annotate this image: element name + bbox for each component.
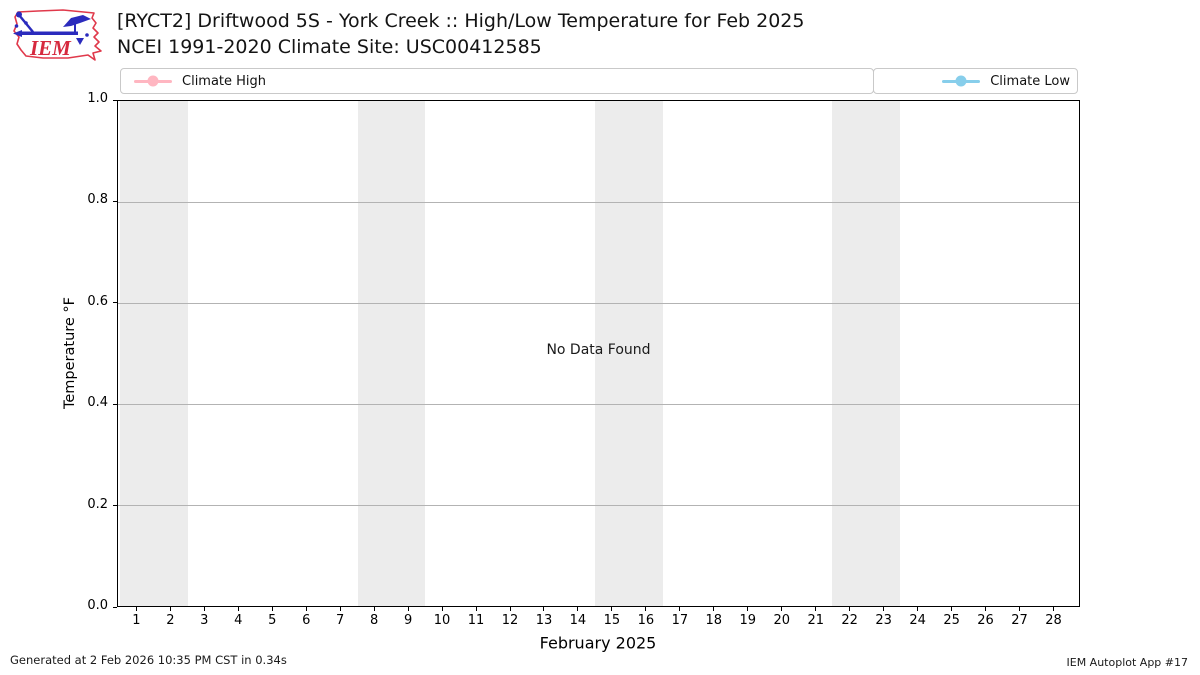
x-tick-label: 9 <box>403 613 413 628</box>
x-tick-mark <box>1019 607 1021 611</box>
x-tick-label: 23 <box>875 613 892 628</box>
x-tick-mark <box>815 607 817 611</box>
x-tick-mark <box>747 607 749 611</box>
x-tick-mark <box>543 607 545 611</box>
legend-climate-high: Climate High <box>120 68 874 94</box>
climate-high-marker <box>134 75 172 87</box>
y-tick-label: 0.4 <box>87 395 108 411</box>
x-tick-label: 14 <box>569 613 587 628</box>
x-tick-mark <box>237 607 239 611</box>
x-tick-mark <box>271 607 273 611</box>
x-tick-mark <box>951 607 953 611</box>
x-tick-mark <box>781 607 783 611</box>
x-tick-label: 26 <box>977 613 994 628</box>
x-tick-mark <box>577 607 579 611</box>
x-tick-label: 17 <box>671 613 689 628</box>
y-tick-mark <box>113 200 117 202</box>
x-tick-mark <box>849 607 851 611</box>
chart-title: [RYCT2] Driftwood 5S - York Creek :: Hig… <box>117 10 805 32</box>
y-gridline <box>118 404 1079 405</box>
x-tick-label: 16 <box>637 613 655 628</box>
x-tick-mark <box>917 607 919 611</box>
x-tick-mark <box>339 607 341 611</box>
x-tick-label: 19 <box>739 613 757 628</box>
y-tick-label: 1.0 <box>87 91 108 106</box>
x-axis-title: February 2025 <box>539 633 657 653</box>
weekend-band <box>120 101 189 606</box>
climate-low-marker <box>942 75 981 87</box>
weekend-band <box>594 101 663 606</box>
x-tick-label: 10 <box>433 613 451 628</box>
legend-climate-low: Climate Low <box>873 68 1078 94</box>
x-tick-label: 18 <box>705 613 723 628</box>
x-tick-mark <box>441 607 443 611</box>
x-tick-label: 6 <box>302 613 311 628</box>
x-tick-mark <box>883 607 885 611</box>
x-tick-label: 13 <box>535 613 553 628</box>
iem-logo: IEM <box>13 9 102 61</box>
y-tick-mark <box>113 606 117 608</box>
y-gridline <box>118 202 1079 203</box>
x-tick-label: 28 <box>1045 613 1062 628</box>
x-tick-label: 22 <box>841 613 858 628</box>
generated-timestamp: Generated at 2 Feb 2026 10:35 PM CST in … <box>10 653 287 667</box>
x-tick-mark <box>645 607 647 611</box>
y-tick-mark <box>113 403 117 405</box>
x-tick-label: 25 <box>943 613 960 628</box>
x-tick-mark <box>203 607 205 611</box>
chart-subtitle: NCEI 1991-2020 Climate Site: USC00412585 <box>117 36 542 58</box>
x-tick-mark <box>679 607 681 611</box>
x-tick-mark <box>611 607 613 611</box>
weekend-band <box>357 101 426 606</box>
x-tick-label: 1 <box>132 613 141 628</box>
plot-area: No Data Found <box>117 100 1080 607</box>
y-gridline <box>118 303 1079 304</box>
x-tick-label: 27 <box>1011 613 1028 628</box>
x-tick-label: 5 <box>268 613 277 628</box>
legend-label-climate-high: Climate High <box>182 73 267 89</box>
y-tick-mark <box>113 99 117 101</box>
y-axis-title: Temperature °F <box>62 296 78 410</box>
weather-vane-icon <box>13 11 91 45</box>
x-tick-mark <box>985 607 987 611</box>
x-tick-label: 24 <box>909 613 926 628</box>
x-tick-mark <box>509 607 511 611</box>
y-tick-mark <box>113 302 117 304</box>
chart-title-block: [RYCT2] Driftwood 5S - York Creek :: Hig… <box>117 8 804 60</box>
x-tick-mark <box>305 607 307 611</box>
x-tick-label: 21 <box>807 613 824 628</box>
x-tick-label: 2 <box>166 613 175 628</box>
y-gridline <box>118 505 1079 506</box>
x-tick-mark <box>1053 607 1054 611</box>
x-tick-label: 7 <box>336 613 345 628</box>
x-tick-label: 3 <box>200 613 209 628</box>
x-tick-mark <box>135 607 137 611</box>
weekend-band <box>832 101 900 606</box>
x-tick-label: 20 <box>773 613 791 628</box>
x-tick-label: 15 <box>603 613 621 628</box>
x-tick-mark <box>407 607 409 611</box>
y-tick-label: 0.6 <box>87 293 108 309</box>
x-tick-mark <box>475 607 477 611</box>
x-tick-label: 11 <box>467 613 485 628</box>
iem-logo-text: IEM <box>29 36 72 60</box>
y-tick-mark <box>113 505 117 507</box>
y-tick-label: 0.8 <box>87 192 108 208</box>
x-tick-label: 8 <box>369 613 379 628</box>
x-tick-mark <box>373 607 375 611</box>
y-tick-label: 0.0 <box>87 598 108 613</box>
x-tick-label: 12 <box>501 613 519 628</box>
y-tick-label: 0.2 <box>87 496 108 512</box>
x-tick-mark <box>713 607 715 611</box>
app-attribution: IEM Autoplot App #17 <box>1066 656 1189 669</box>
legend-label-climate-low: Climate Low <box>990 73 1070 89</box>
no-data-message: No Data Found <box>546 341 651 358</box>
x-tick-mark <box>169 607 171 611</box>
x-tick-label: 4 <box>234 613 243 628</box>
